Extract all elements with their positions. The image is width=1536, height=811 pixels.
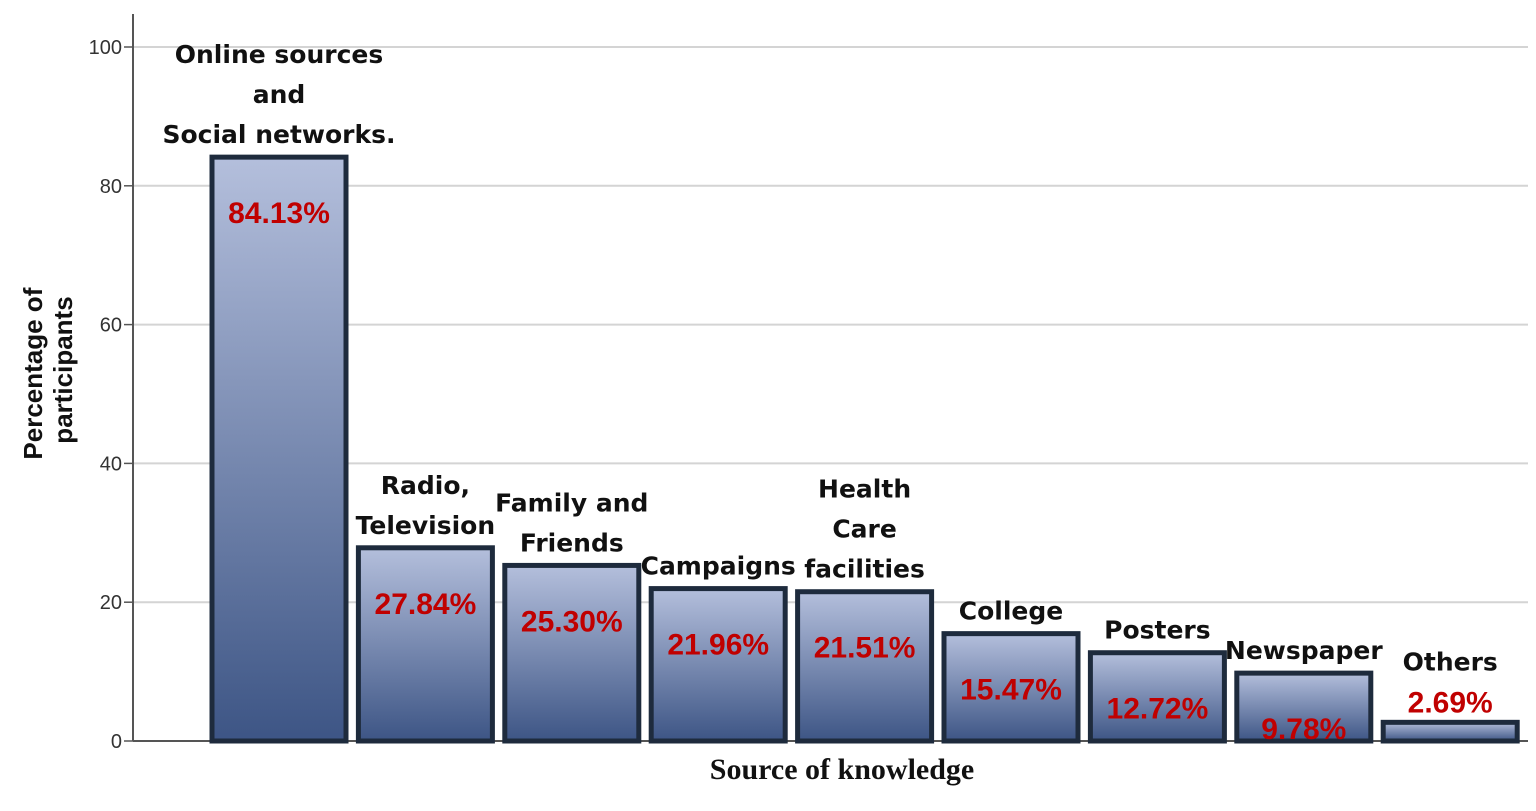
category-label: Friends	[520, 528, 624, 557]
category-label: Campaigns	[641, 552, 796, 581]
y-tick-label: 0	[111, 731, 122, 753]
bar	[355, 545, 495, 744]
value-label: 84.13%	[228, 197, 330, 230]
category-label: Care	[832, 515, 897, 544]
category-label: College	[959, 597, 1063, 626]
grid-layer	[133, 46, 1528, 604]
y-tick-label: 100	[89, 37, 122, 59]
bar	[502, 562, 642, 744]
bar	[1234, 670, 1374, 744]
bar	[648, 586, 788, 744]
y-axis-title: Percentage of participants	[18, 280, 78, 459]
value-label: 21.96%	[667, 629, 769, 662]
bar-layer	[209, 154, 1520, 744]
category-label: Television	[356, 511, 496, 540]
bar	[795, 589, 935, 744]
label-layer: 84.13% Online sources and Social networks. 2…	[162, 40, 1497, 746]
y-axis-title-line-2: participants	[48, 296, 78, 443]
value-label: 25.30%	[521, 605, 623, 638]
value-label: 2.69%	[1408, 686, 1493, 719]
x-axis-title: Source of knowledge	[710, 753, 974, 786]
y-tick-label: 60	[100, 315, 122, 337]
category-label: facilities	[804, 555, 925, 584]
category-label: Family and	[495, 488, 648, 517]
bar	[941, 631, 1081, 744]
category-label: Newspaper	[1225, 636, 1383, 665]
bar	[209, 154, 349, 744]
y-tick-label: 20	[100, 592, 122, 614]
bar	[1087, 650, 1227, 744]
value-label: 21.51%	[814, 632, 916, 665]
y-tick-label: 80	[100, 176, 122, 198]
category-label: Others	[1403, 647, 1498, 676]
value-label: 27.84%	[375, 588, 477, 621]
category-label: Social networks.	[162, 120, 395, 149]
category-label: Radio,	[381, 471, 470, 500]
value-label: 9.78%	[1261, 713, 1346, 746]
value-label: 15.47%	[960, 674, 1062, 707]
category-label: Online sources	[175, 40, 383, 69]
value-label: 12.72%	[1107, 693, 1209, 726]
bar	[1380, 719, 1520, 744]
y-tick-label: 40	[100, 453, 122, 475]
category-label: Posters	[1104, 616, 1211, 645]
y-axis-title-line-1: Percentage of	[18, 287, 48, 459]
category-label: and	[253, 80, 306, 109]
category-label: Health	[818, 475, 911, 504]
